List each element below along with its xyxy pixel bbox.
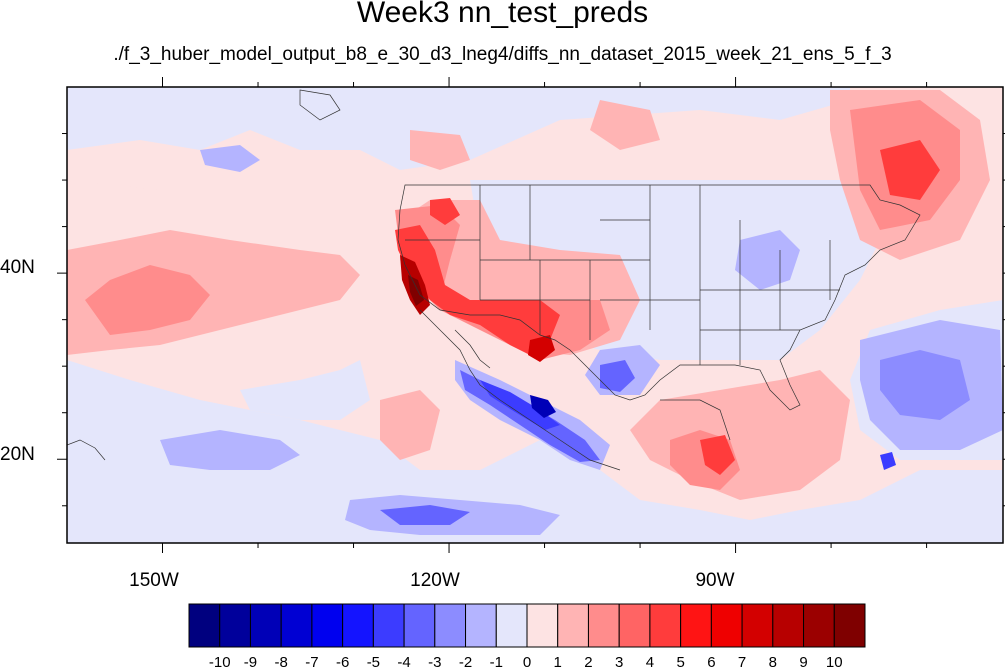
colorbar-swatch [188,603,221,648]
strong-blue-regions [380,350,970,525]
lat-label-40n: 40N [0,257,35,278]
colorbar-swatch [618,603,651,648]
us-border [397,184,921,411]
map-subtitle: ./f_3_huber_model_output_b8_e_30_d3_lneg… [113,44,892,65]
map-plot-area [67,87,1003,543]
colorbar-label: 2 [584,654,593,671]
colorbar-swatch [249,603,282,648]
colorbar-label: 6 [707,654,716,671]
colorbar-label: -3 [428,654,442,671]
colorbar-swatch [342,603,374,648]
colorbar-label: 10 [825,654,843,671]
colorbar-label: 0 [522,654,532,671]
colorbar-label: -1 [489,654,503,671]
colorbar-label: -4 [397,654,411,671]
colorbar-swatch [803,603,835,648]
colorbar-swatch [649,603,682,648]
colorbar-label: 4 [645,654,655,671]
colorbar-swatch [372,603,405,648]
lon-label-150w: 150W [129,570,179,591]
colorbar-swatch [833,603,866,648]
colorbar-swatch [219,603,251,648]
colorbar-label: 7 [737,654,747,671]
colorbar-swatch [403,603,436,648]
lon-label-90w: 90W [695,570,735,591]
colorbar [188,603,866,648]
colorbar-swatch [311,603,344,648]
map-frame [66,86,1004,544]
colorbar-label: -6 [335,654,350,671]
colorbar-swatch [772,603,805,648]
colorbar-label: -8 [274,654,288,671]
map-title: Week3 nn_test_preds [356,0,649,29]
colorbar-swatch [557,603,589,648]
colorbar-swatch [741,603,774,648]
coastlines [67,89,731,471]
colorbar-swatch [526,603,559,648]
colorbar-swatch [280,603,313,648]
colorbar-swatch [587,603,620,648]
lat-label-20n: 20N [0,444,35,465]
colorbar-swatch [710,603,743,648]
colorbar-label: -9 [243,654,258,671]
colorbar-swatch [434,603,467,648]
political-boundaries [397,184,921,411]
colorbar-label: -7 [305,654,319,671]
lon-label-120w: 120W [410,570,460,591]
colorbar-label: 5 [676,654,685,671]
colorbar-label: -10 [208,654,231,671]
colorbar-swatch [680,603,712,648]
colorbar-swatch [465,603,497,648]
colorbar-label: -2 [458,654,473,671]
colorbar-label: 8 [768,654,777,671]
strong-red-regions [395,140,940,475]
colorbar-label: -5 [366,654,381,671]
colorbar-label: 9 [799,654,808,671]
colorbar-swatch [495,603,528,648]
colorbar-label: 3 [615,654,624,671]
colorbar-label: 1 [553,654,562,671]
